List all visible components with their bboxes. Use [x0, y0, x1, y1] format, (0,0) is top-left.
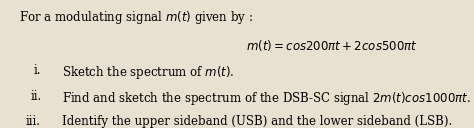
Text: Sketch the spectrum of $m(t)$.: Sketch the spectrum of $m(t)$. — [62, 64, 234, 81]
Text: $m(t) = cos200\pi t + 2cos500\pi t$: $m(t) = cos200\pi t + 2cos500\pi t$ — [246, 38, 418, 53]
Text: i.: i. — [33, 64, 41, 77]
Text: For a modulating signal $m(t)$ given by :: For a modulating signal $m(t)$ given by … — [19, 9, 253, 26]
Text: Find and sketch the spectrum of the DSB-SC signal $2m(t)cos1000\pi t$.: Find and sketch the spectrum of the DSB-… — [62, 90, 471, 107]
Text: Identify the upper sideband (USB) and the lower sideband (LSB).: Identify the upper sideband (USB) and th… — [62, 115, 452, 128]
Text: ii.: ii. — [31, 90, 42, 103]
Text: iii.: iii. — [26, 115, 41, 128]
